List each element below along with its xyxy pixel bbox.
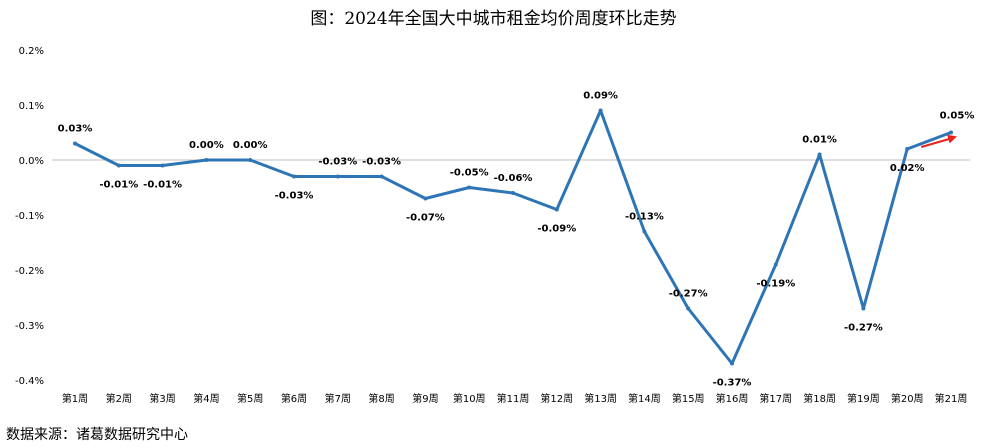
x-tick-label: 第21周 — [935, 392, 968, 405]
y-tick-label: -0.4% — [15, 376, 44, 387]
x-tick-label: 第18周 — [803, 392, 836, 405]
data-label: -0.37% — [713, 378, 752, 389]
x-tick-label: 第12周 — [540, 392, 573, 405]
data-label: 0.01% — [802, 135, 837, 146]
data-point — [73, 141, 77, 146]
y-tick-label: -0.2% — [15, 266, 44, 277]
x-tick-label: 第20周 — [891, 392, 924, 405]
data-point — [335, 174, 340, 179]
data-label: -0.01% — [99, 180, 138, 191]
x-tick-label: 第13周 — [584, 392, 617, 405]
data-label: 0.03% — [58, 124, 93, 135]
data-label: -0.05% — [450, 168, 489, 179]
chart-title: 图：2024年全国大中城市租金均价周度环比走势 — [310, 9, 677, 29]
x-tick-label: 第16周 — [716, 392, 749, 405]
data-label: -0.27% — [844, 323, 883, 334]
data-label: -0.13% — [625, 212, 664, 223]
data-label: -0.06% — [494, 173, 533, 184]
x-tick-label: 第15周 — [672, 392, 705, 405]
data-label: -0.09% — [537, 224, 576, 235]
data-point — [160, 163, 165, 168]
data-label: 0.05% — [940, 111, 975, 122]
y-tick-label: -0.3% — [15, 321, 44, 332]
x-tick-label: 第4周 — [193, 392, 219, 405]
x-tick-label: 第7周 — [325, 392, 351, 405]
y-tick-label: 0.0% — [19, 156, 44, 167]
data-label: -0.03% — [318, 157, 357, 168]
data-point — [379, 174, 384, 179]
data-point — [773, 262, 778, 267]
data-point — [554, 207, 559, 212]
data-label: 0.00% — [233, 140, 268, 151]
data-point — [817, 152, 822, 157]
x-tick-label: 第17周 — [759, 392, 792, 405]
data-label: -0.19% — [756, 279, 795, 290]
x-tick-label: 第10周 — [453, 392, 486, 405]
data-point — [423, 196, 428, 201]
x-tick-label: 第14周 — [628, 392, 661, 405]
data-point — [292, 174, 296, 179]
trend-arrow-head-icon — [947, 134, 957, 144]
y-tick-label: 0.2% — [19, 46, 44, 57]
data-point — [861, 306, 866, 311]
x-tick-label: 第3周 — [149, 392, 175, 405]
x-tick-label: 第8周 — [368, 392, 394, 405]
y-tick-label: 0.1% — [19, 101, 44, 112]
data-label: -0.01% — [143, 180, 182, 191]
data-label: -0.03% — [362, 157, 401, 168]
x-tick-label: 第19周 — [847, 392, 880, 405]
trend-arrow-shaft — [920, 137, 952, 148]
data-point — [511, 191, 515, 195]
y-tick-label: -0.1% — [15, 211, 44, 222]
data-point — [949, 130, 953, 135]
data-label: 0.02% — [890, 163, 925, 174]
data-point — [686, 306, 691, 311]
data-point — [905, 147, 910, 151]
x-tick-label: 第11周 — [497, 392, 530, 405]
source-note: 数据来源：诸葛数据研究中心 — [6, 427, 188, 443]
data-point — [598, 108, 603, 113]
data-point — [116, 163, 121, 168]
x-tick-label: 第2周 — [106, 392, 132, 405]
data-label: 0.09% — [583, 91, 618, 102]
data-point — [730, 361, 734, 366]
x-tick-label: 第1周 — [62, 392, 88, 405]
data-label: -0.07% — [406, 213, 445, 224]
data-point — [467, 185, 472, 190]
data-point — [248, 158, 253, 162]
x-tick-label: 第6周 — [281, 392, 307, 405]
x-tick-label: 第5周 — [237, 392, 263, 405]
data-point — [204, 158, 209, 162]
data-label: 0.00% — [189, 140, 224, 151]
x-tick-label: 第9周 — [412, 392, 438, 405]
data-label: -0.27% — [669, 289, 708, 300]
data-point — [642, 229, 647, 234]
data-label: -0.03% — [275, 191, 314, 202]
